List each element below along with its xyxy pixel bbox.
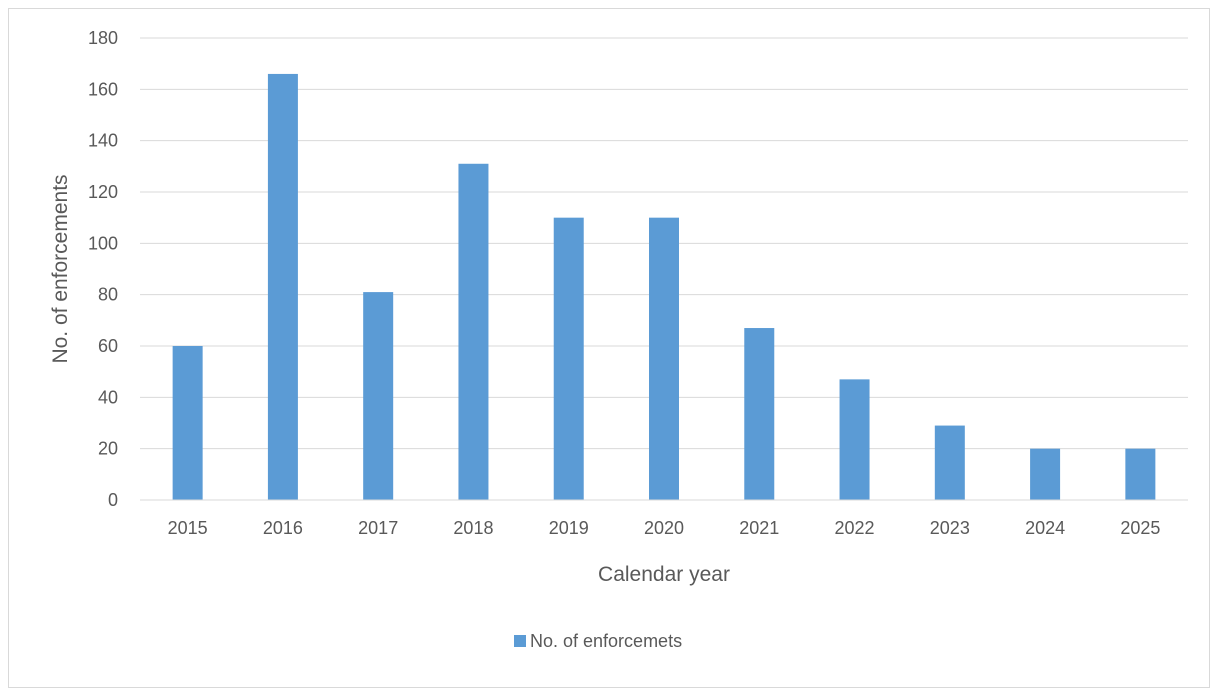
x-tick-label: 2022 <box>835 518 875 538</box>
gridlines <box>140 37 1188 450</box>
y-tick-label: 60 <box>98 336 118 356</box>
y-tick-label: 80 <box>98 285 118 305</box>
y-axis-ticks: 0 20 40 60 80 100 120 140 160 180 <box>88 28 118 510</box>
x-axis-ticks: 2015 2016 2017 2018 2019 2020 2021 2022 2023 2024… <box>168 518 1161 538</box>
x-axis-title: Calendar year <box>598 563 730 586</box>
bar-2020 <box>649 217 679 500</box>
bar-2025 <box>1125 448 1156 500</box>
y-tick-label: 40 <box>98 387 118 407</box>
bar-2018 <box>458 163 489 500</box>
x-tick-label: 2023 <box>930 518 970 538</box>
bar-2024 <box>1030 448 1061 500</box>
x-tick-label: 2017 <box>358 518 398 538</box>
bar-2019 <box>553 217 584 500</box>
x-tick-label: 2024 <box>1025 518 1065 538</box>
y-axis-title: No. of enforcements <box>49 174 72 363</box>
legend-label: No. of enforcemets <box>530 631 682 651</box>
x-tick-label: 2019 <box>549 518 589 538</box>
x-tick-label: 2020 <box>644 518 684 538</box>
bar-2022 <box>839 379 870 500</box>
x-tick-label: 2016 <box>263 518 303 538</box>
y-tick-label: 120 <box>88 182 118 202</box>
x-tick-label: 2021 <box>739 518 779 538</box>
y-tick-label: 100 <box>88 233 118 253</box>
x-tick-label: 2025 <box>1120 518 1160 538</box>
legend: No. of enforcemets <box>514 631 682 651</box>
legend-swatch <box>514 635 526 647</box>
y-tick-label: 140 <box>88 131 118 151</box>
y-tick-label: 160 <box>88 79 118 99</box>
y-tick-label: 180 <box>88 28 118 48</box>
x-tick-label: 2018 <box>453 518 493 538</box>
bar-2021 <box>744 328 775 500</box>
y-tick-label: 20 <box>98 439 118 459</box>
bar-2016 <box>267 73 298 500</box>
bar-2023 <box>934 425 965 500</box>
bar-2015 <box>172 346 203 500</box>
y-tick-label: 0 <box>108 490 118 510</box>
x-tick-label: 2015 <box>168 518 208 538</box>
bar-2017 <box>363 292 394 500</box>
bars <box>172 73 1156 500</box>
